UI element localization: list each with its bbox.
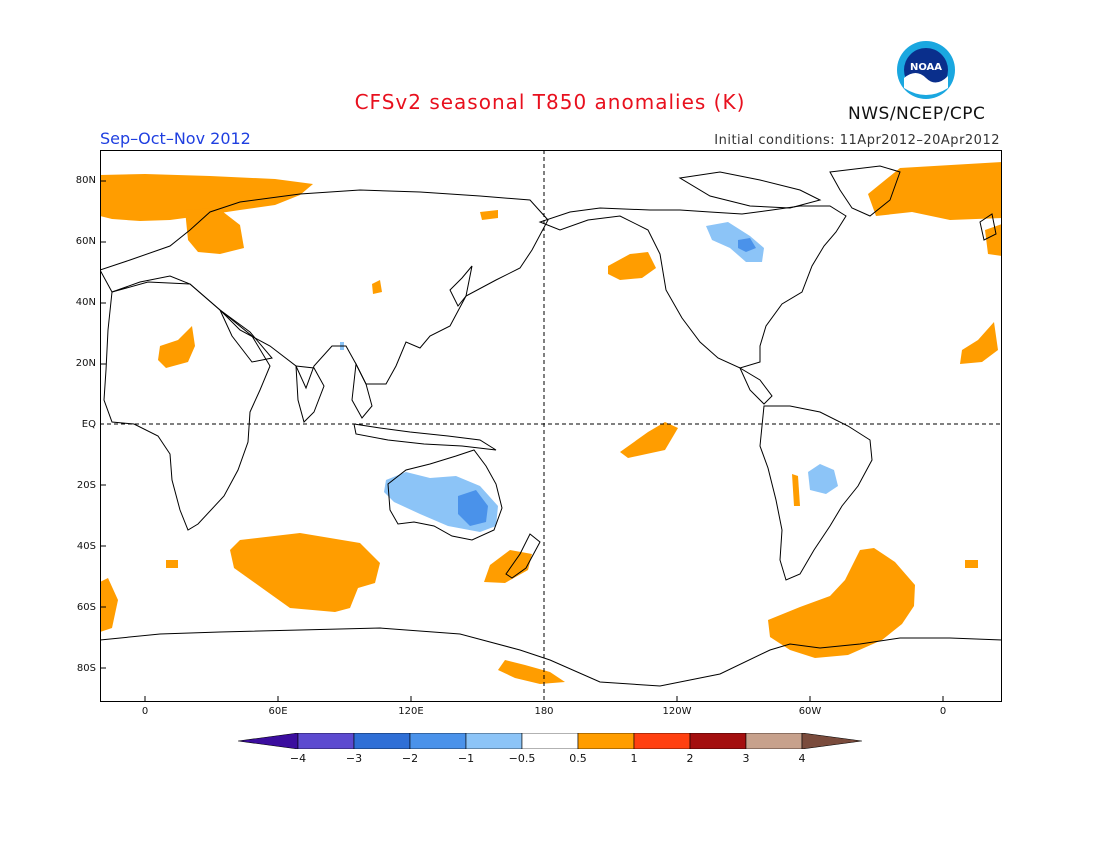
coastlines bbox=[100, 165, 1002, 687]
lon-label-180: 180 bbox=[534, 706, 554, 717]
lon-label-0-east: 0 bbox=[939, 706, 947, 717]
coastline-central-america bbox=[738, 366, 773, 405]
initial-conditions-label: Initial conditions: 11Apr2012–20Apr2012 bbox=[714, 133, 1000, 148]
warm-anomaly-spot-5 bbox=[965, 560, 978, 568]
colorbar-tick-neg4: −4 bbox=[289, 752, 307, 765]
noaa-logo-text: NOAA bbox=[910, 62, 942, 73]
lat-label-40n: 40N bbox=[75, 297, 96, 308]
lat-label-40s: 40S bbox=[76, 541, 96, 552]
warm-anomaly-spot-2 bbox=[372, 280, 382, 294]
colorbar-tick-3: 3 bbox=[742, 752, 750, 765]
colorbar-segment-neutral bbox=[521, 733, 579, 749]
warm-anomaly-greenland-east bbox=[868, 162, 1002, 220]
coastline-japan bbox=[449, 265, 473, 307]
warm-anomaly-south-pacific bbox=[620, 422, 678, 458]
lat-label-20s: 20S bbox=[76, 480, 96, 491]
colorbar-segment-gt-4 bbox=[801, 733, 862, 749]
coastline-australia bbox=[387, 449, 503, 541]
agency-label: NWS/NCEP/CPC bbox=[848, 104, 986, 124]
season-label: Sep–Oct–Nov 2012 bbox=[100, 129, 251, 148]
colorbar-segment-2-3 bbox=[689, 733, 747, 749]
warm-anomaly-scandinavia-east bbox=[985, 224, 1002, 256]
colorbar-tick-neg3: −3 bbox=[345, 752, 363, 765]
warm-anomaly-spot-1 bbox=[480, 210, 498, 220]
lat-label-80s: 80S bbox=[76, 663, 96, 674]
warm-anomaly-scandinavia bbox=[185, 208, 244, 254]
lon-label-60w: 60W bbox=[798, 706, 822, 717]
coastline-new-zealand bbox=[505, 533, 541, 579]
warm-anomaly-areas bbox=[100, 162, 1002, 684]
coastline-africa bbox=[103, 281, 271, 531]
lat-label-60s: 60S bbox=[76, 602, 96, 613]
colorbar-tick-05: 0.5 bbox=[569, 752, 587, 765]
coastline-southeast-asia bbox=[351, 362, 373, 419]
cool-anomaly-areas bbox=[340, 222, 838, 532]
colorbar-segment-neg3-neg2 bbox=[353, 733, 411, 749]
map-ticks bbox=[100, 180, 944, 702]
warm-anomaly-south-indian-ocean bbox=[230, 533, 380, 612]
colorbar-segment-lt-neg4 bbox=[238, 733, 299, 749]
warm-anomaly-spot-4 bbox=[166, 560, 178, 568]
coastline-arabia bbox=[218, 308, 273, 363]
warm-anomaly-africa-north-east bbox=[960, 322, 998, 364]
colorbar-tick-1: 1 bbox=[630, 752, 638, 765]
lon-label-120e: 120E bbox=[398, 706, 424, 717]
anomaly-map bbox=[100, 150, 1002, 702]
lat-label-20n: 20N bbox=[75, 358, 96, 369]
lat-label-80n: 80N bbox=[75, 175, 96, 186]
coastline-eurasia bbox=[100, 189, 549, 390]
lon-label-120w: 120W bbox=[662, 706, 692, 717]
colorbar-tick-neg1: −1 bbox=[457, 752, 475, 765]
cool-anomaly-south-america bbox=[808, 464, 838, 494]
coastline-antarctica bbox=[100, 627, 1002, 687]
warm-anomaly-spot-3 bbox=[792, 474, 800, 506]
lat-label-eq: EQ bbox=[81, 419, 96, 430]
colorbar-segment-neg1-neg05 bbox=[465, 733, 523, 749]
noaa-logo-icon: NOAA bbox=[897, 41, 955, 99]
warm-anomaly-north-pacific bbox=[608, 252, 656, 280]
coastline-british-isles bbox=[979, 213, 997, 241]
colorbar bbox=[238, 733, 862, 749]
colorbar-segment-neg4-neg3 bbox=[297, 733, 355, 749]
colorbar-segment-neg2-neg1 bbox=[409, 733, 467, 749]
warm-anomaly-new-zealand bbox=[484, 550, 532, 583]
colorbar-segment-05-1 bbox=[577, 733, 635, 749]
chart-title: CFSv2 seasonal T850 anomalies (K) bbox=[354, 90, 746, 114]
colorbar-segment-3-4 bbox=[745, 733, 803, 749]
colorbar-tick-neg05: −0.5 bbox=[508, 752, 536, 765]
warm-anomaly-antarctic-peninsula bbox=[768, 548, 915, 658]
coastline-india bbox=[295, 365, 325, 423]
warm-anomaly-greenland-west bbox=[100, 174, 313, 221]
colorbar-tick-4: 4 bbox=[798, 752, 806, 765]
lat-label-60n: 60N bbox=[75, 236, 96, 247]
colorbar-tick-2: 2 bbox=[686, 752, 694, 765]
warm-anomaly-ross-sea bbox=[498, 660, 565, 684]
coastline-arctic-islands bbox=[678, 171, 822, 209]
coastline-indonesia bbox=[353, 423, 497, 451]
map-frame bbox=[100, 150, 1002, 702]
lon-label-60e: 60E bbox=[268, 706, 288, 717]
cool-anomaly-australia-core bbox=[458, 490, 488, 526]
warm-anomaly-africa-south-atlantic bbox=[100, 578, 118, 632]
cool-anomaly-canada-core bbox=[738, 238, 756, 252]
cool-anomaly-canada bbox=[706, 222, 764, 262]
coastline-north-america bbox=[538, 205, 847, 369]
colorbar-tick-neg2: −2 bbox=[401, 752, 419, 765]
colorbar-segment-1-2 bbox=[633, 733, 691, 749]
warm-anomaly-africa-north bbox=[158, 326, 195, 368]
lon-label-0: 0 bbox=[141, 706, 149, 717]
coastline-greenland bbox=[829, 165, 901, 217]
